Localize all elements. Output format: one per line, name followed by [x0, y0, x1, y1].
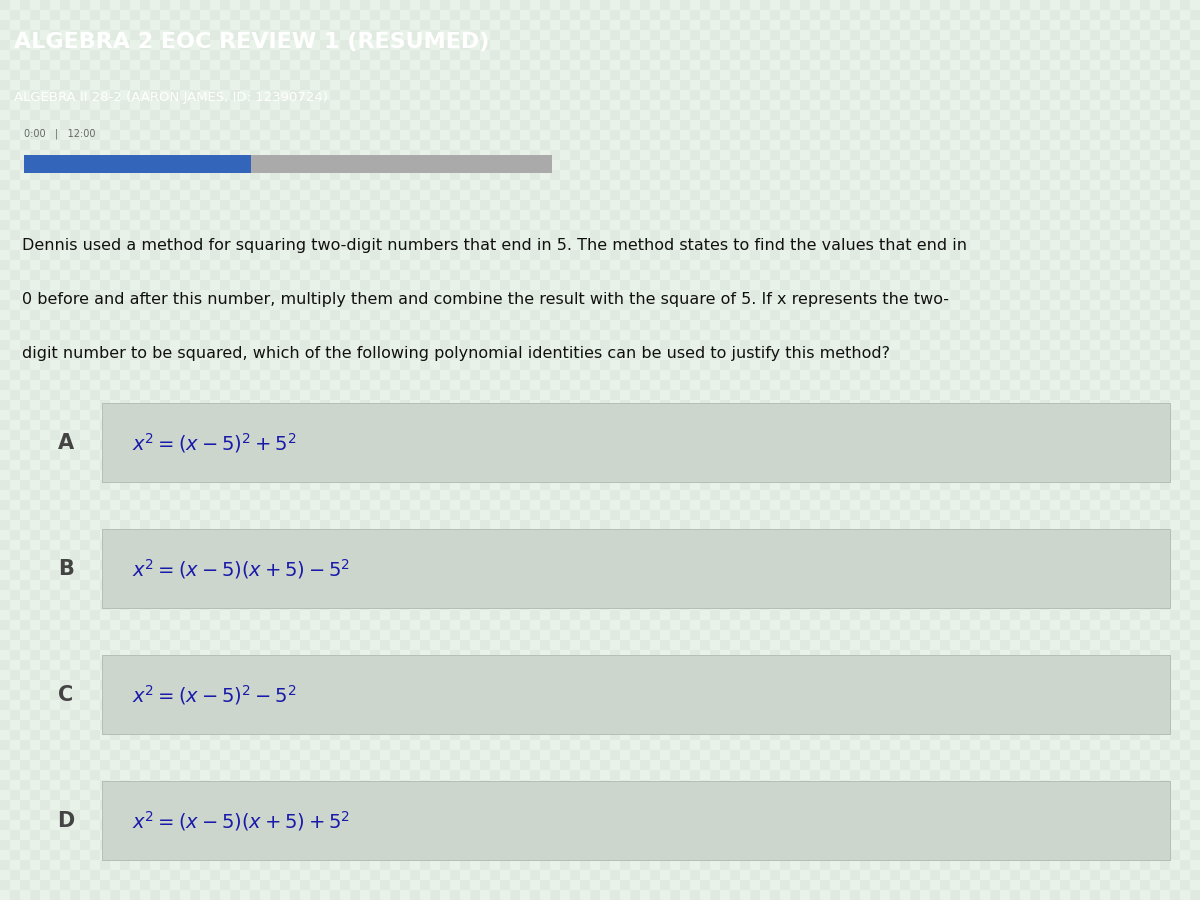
Text: D: D: [58, 811, 74, 831]
Text: Dennis used a method for squaring two-digit numbers that end in 5. The method st: Dennis used a method for squaring two-di…: [22, 238, 967, 253]
FancyBboxPatch shape: [102, 655, 1170, 734]
FancyBboxPatch shape: [102, 403, 1170, 482]
FancyBboxPatch shape: [102, 529, 1170, 608]
FancyBboxPatch shape: [24, 155, 552, 173]
Text: $x^2 = (x-5)^2 - 5^2$: $x^2 = (x-5)^2 - 5^2$: [132, 683, 296, 706]
Text: $x^2 = (x-5)(x+5) - 5^2$: $x^2 = (x-5)(x+5) - 5^2$: [132, 557, 350, 580]
Text: $x^2 = (x-5)(x+5) + 5^2$: $x^2 = (x-5)(x+5) + 5^2$: [132, 809, 350, 832]
Text: C: C: [59, 685, 73, 705]
Text: digit number to be squared, which of the following polynomial identities can be : digit number to be squared, which of the…: [22, 346, 889, 361]
Text: ALGEBRA 2 EOC REVIEW 1 (RESUMED): ALGEBRA 2 EOC REVIEW 1 (RESUMED): [14, 32, 490, 52]
Text: B: B: [58, 559, 74, 579]
Text: A: A: [58, 433, 74, 453]
Text: $x^2 = (x-5)^2 + 5^2$: $x^2 = (x-5)^2 + 5^2$: [132, 431, 296, 454]
Text: ALGEBRA II 28-2 (AARON JAMES, ID: 12390724): ALGEBRA II 28-2 (AARON JAMES, ID: 123907…: [14, 92, 329, 104]
FancyBboxPatch shape: [102, 781, 1170, 860]
Text: 0 before and after this number, multiply them and combine the result with the sq: 0 before and after this number, multiply…: [22, 292, 949, 307]
Text: 0:00   |   12:00: 0:00 | 12:00: [24, 129, 96, 140]
FancyBboxPatch shape: [24, 155, 251, 173]
